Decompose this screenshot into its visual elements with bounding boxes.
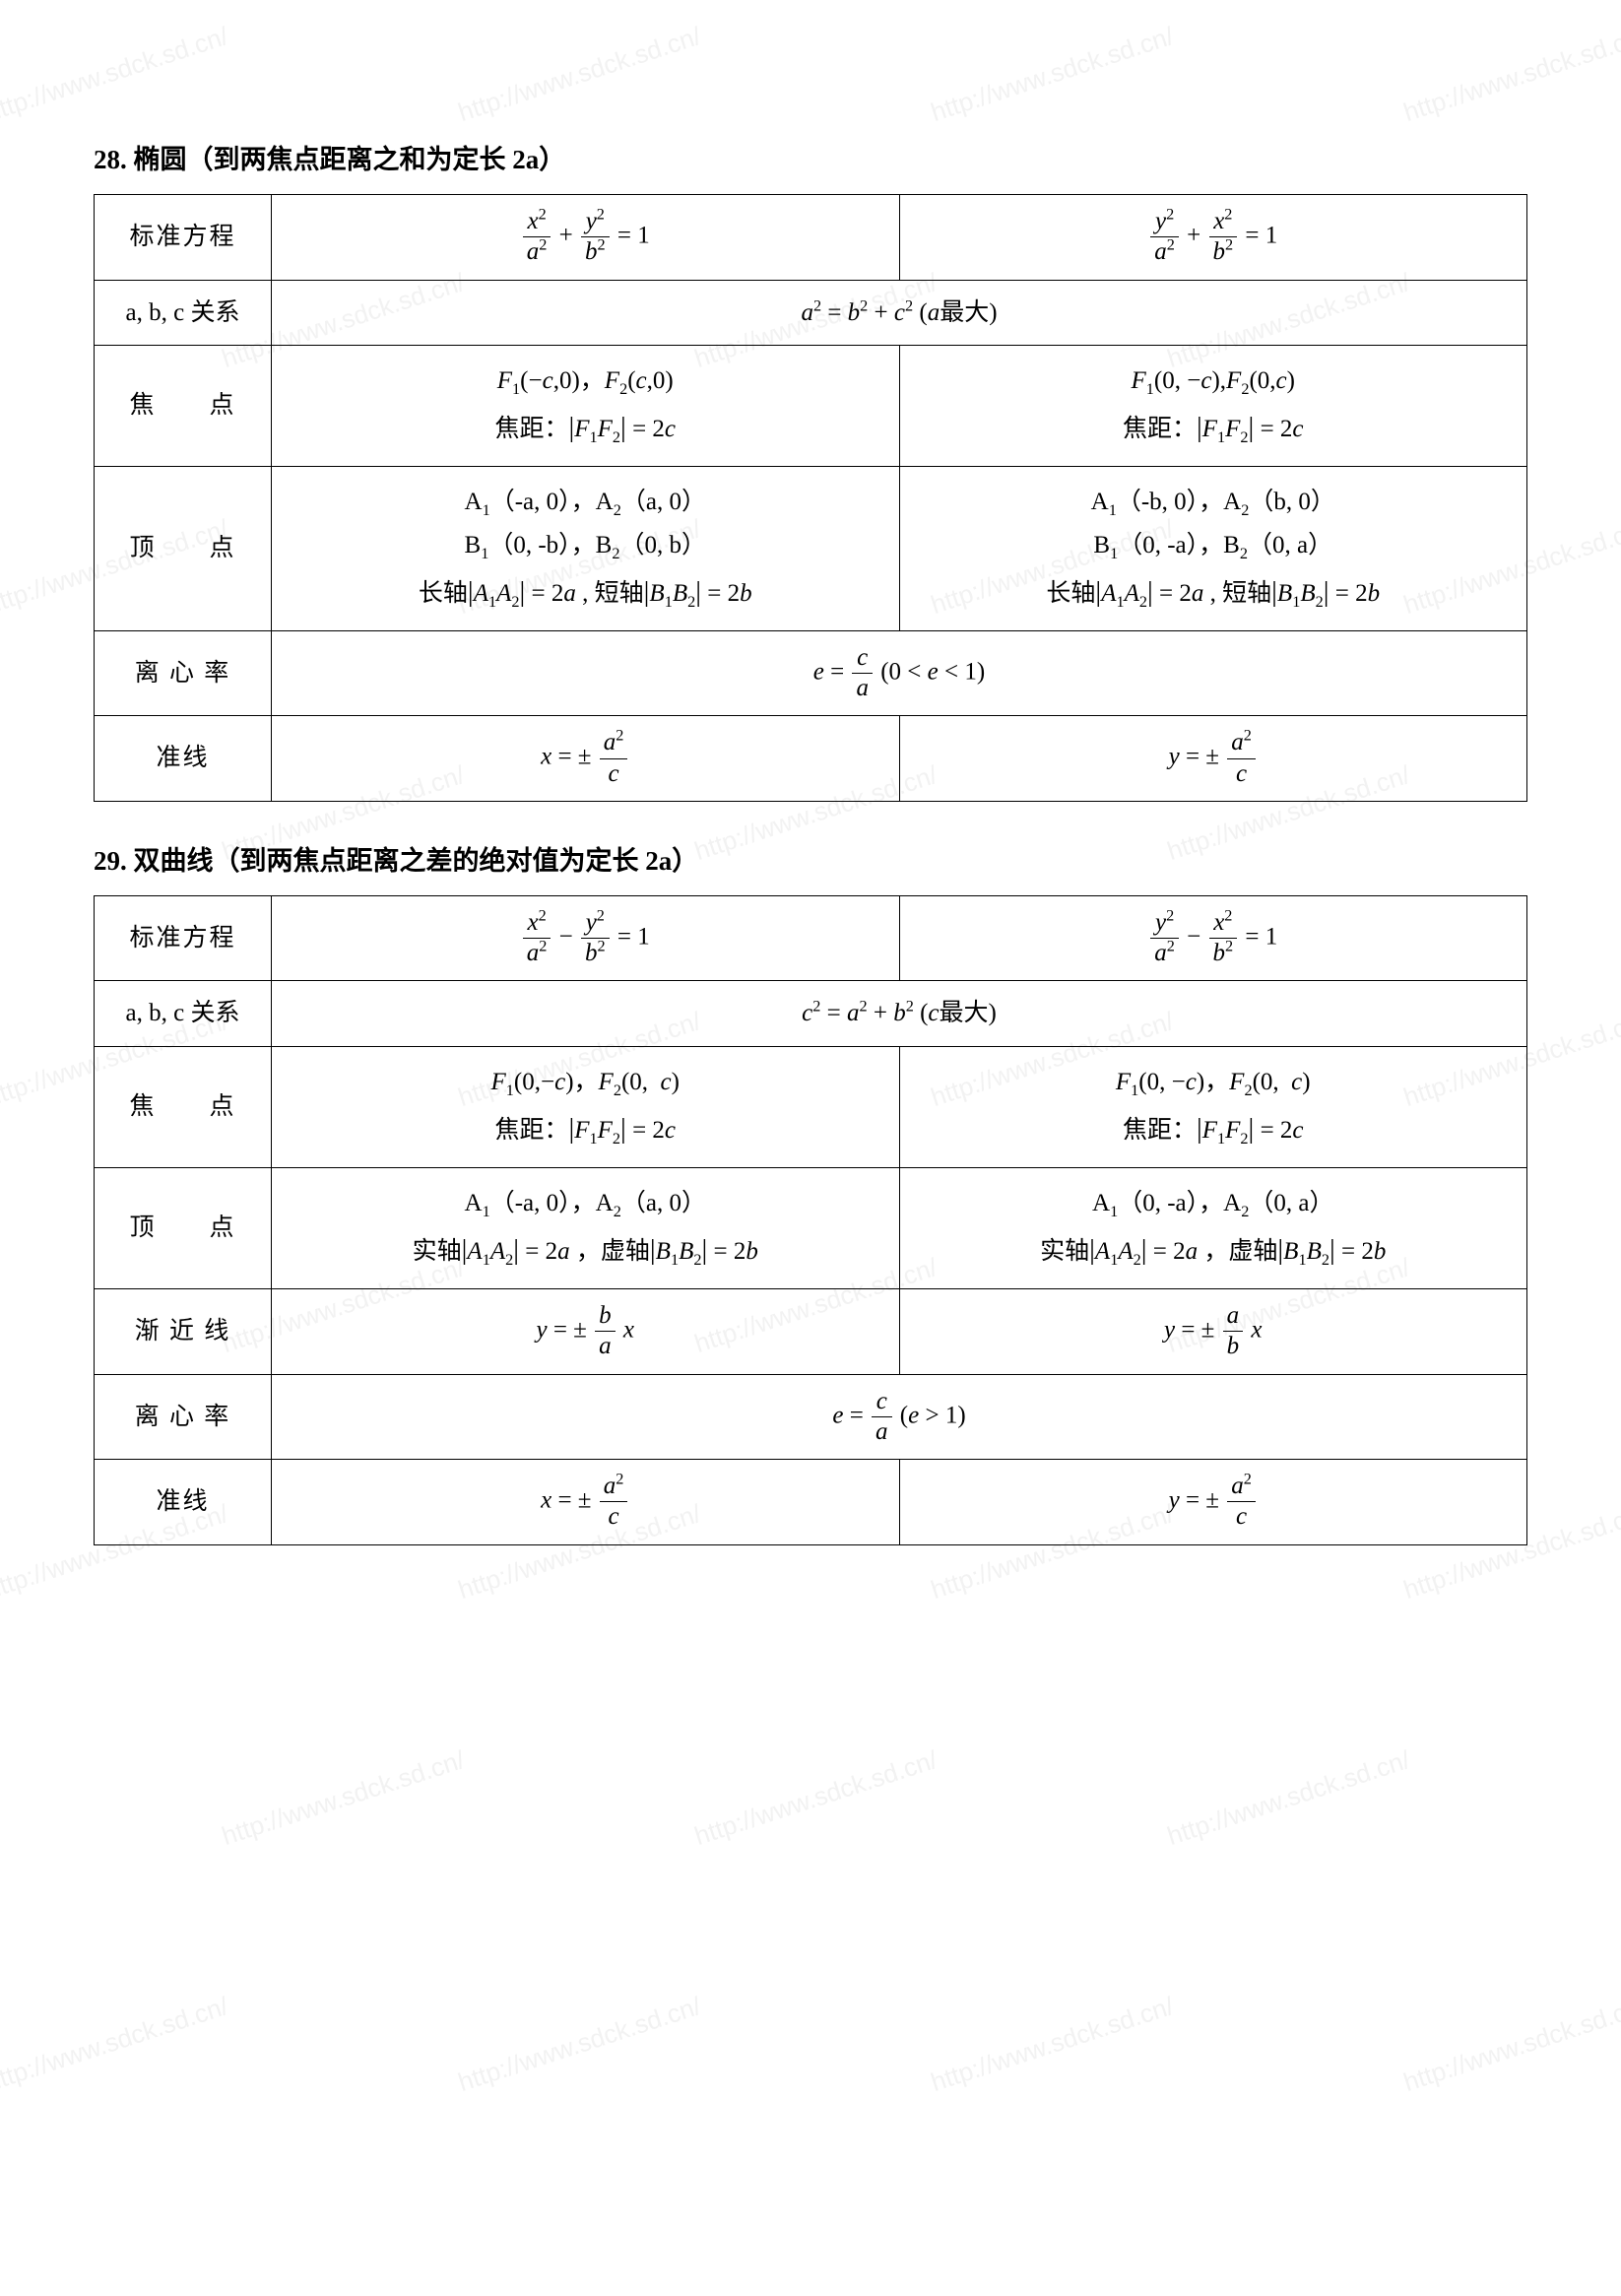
row-label: 准线 <box>95 1460 272 1545</box>
hyperbola-table: 标准方程 x2a2 − y2b2 = 1 y2a2 − x2b2 = 1 a, … <box>94 895 1527 1545</box>
row-label: 离 心 率 <box>95 630 272 716</box>
watermark-text: http://www.sdck.sd.cn/ <box>0 1991 232 2098</box>
section-28-title: 28. 椭圆（到两焦点距离之和为定长 2a） <box>94 138 1527 176</box>
focus-v: F1(0, −c),F2(0,c)焦距：|F1F2| = 2c <box>899 346 1527 467</box>
row-label: 焦 点 <box>95 346 272 467</box>
row-label: 标准方程 <box>95 195 272 281</box>
watermark-text: http://www.sdck.sd.cn/ <box>219 1744 469 1852</box>
row-label: a, b, c 关系 <box>95 280 272 346</box>
ellipse-table: 标准方程 x2a2 + y2b2 = 1 y2a2 + x2b2 = 1 a, … <box>94 194 1527 802</box>
vertex-v: A1（0, -a），A2（0, a）实轴|A1A2| = 2a ，虚轴|B1B2… <box>899 1167 1527 1288</box>
eccentricity: e = ca (0 < e < 1) <box>272 630 1527 716</box>
row-label: 渐 近 线 <box>95 1289 272 1375</box>
eccentricity: e = ca (e > 1) <box>272 1374 1527 1460</box>
focus-h: F1(−c,0)，F2(c,0)焦距：|F1F2| = 2c <box>272 346 900 467</box>
focus-h: F1(0,−c)，F2(0, c)焦距：|F1F2| = 2c <box>272 1046 900 1167</box>
row-label: 顶 点 <box>95 1167 272 1288</box>
row-label: 焦 点 <box>95 1046 272 1167</box>
vertex-v: A1（-b, 0），A2（b, 0）B1（0, -a），B2（0, a）长轴|A… <box>899 467 1527 631</box>
vertex-h: A1（-a, 0），A2（a, 0）B1（0, -b），B2（0, b）长轴|A… <box>272 467 900 631</box>
directrix-v: y = ± a2c <box>899 716 1527 802</box>
asymptote-v: y = ± ab x <box>899 1289 1527 1375</box>
watermark-text: http://www.sdck.sd.cn/ <box>1400 21 1621 128</box>
vertex-h: A1（-a, 0），A2（a, 0）实轴|A1A2| = 2a ，虚轴|B1B2… <box>272 1167 900 1288</box>
eq-horizontal: x2a2 − y2b2 = 1 <box>272 895 900 981</box>
row-label: 准线 <box>95 716 272 802</box>
eq-vertical: y2a2 − x2b2 = 1 <box>899 895 1527 981</box>
watermark-text: http://www.sdck.sd.cn/ <box>455 21 705 128</box>
abc-relation: c2 = a2 + b2 (c最大) <box>272 981 1527 1047</box>
section-29-title: 29. 双曲线（到两焦点距离之差的绝对值为定长 2a） <box>94 839 1527 878</box>
row-label: a, b, c 关系 <box>95 981 272 1047</box>
row-label: 标准方程 <box>95 895 272 981</box>
row-label: 离 心 率 <box>95 1374 272 1460</box>
directrix-v: y = ± a2c <box>899 1460 1527 1545</box>
watermark-text: http://www.sdck.sd.cn/ <box>928 21 1178 128</box>
eq-vertical: y2a2 + x2b2 = 1 <box>899 195 1527 281</box>
watermark-text: http://www.sdck.sd.cn/ <box>1400 1991 1621 2098</box>
watermark-text: http://www.sdck.sd.cn/ <box>691 1744 941 1852</box>
watermark-text: http://www.sdck.sd.cn/ <box>928 1991 1178 2098</box>
eq-horizontal: x2a2 + y2b2 = 1 <box>272 195 900 281</box>
watermark-text: http://www.sdck.sd.cn/ <box>1164 1744 1414 1852</box>
watermark-text: http://www.sdck.sd.cn/ <box>0 21 232 128</box>
directrix-h: x = ± a2c <box>272 716 900 802</box>
abc-relation: a2 = b2 + c2 (a最大) <box>272 280 1527 346</box>
asymptote-h: y = ± ba x <box>272 1289 900 1375</box>
directrix-h: x = ± a2c <box>272 1460 900 1545</box>
focus-v: F1(0, −c)，F2(0, c)焦距：|F1F2| = 2c <box>899 1046 1527 1167</box>
row-label: 顶 点 <box>95 467 272 631</box>
watermark-text: http://www.sdck.sd.cn/ <box>455 1991 705 2098</box>
